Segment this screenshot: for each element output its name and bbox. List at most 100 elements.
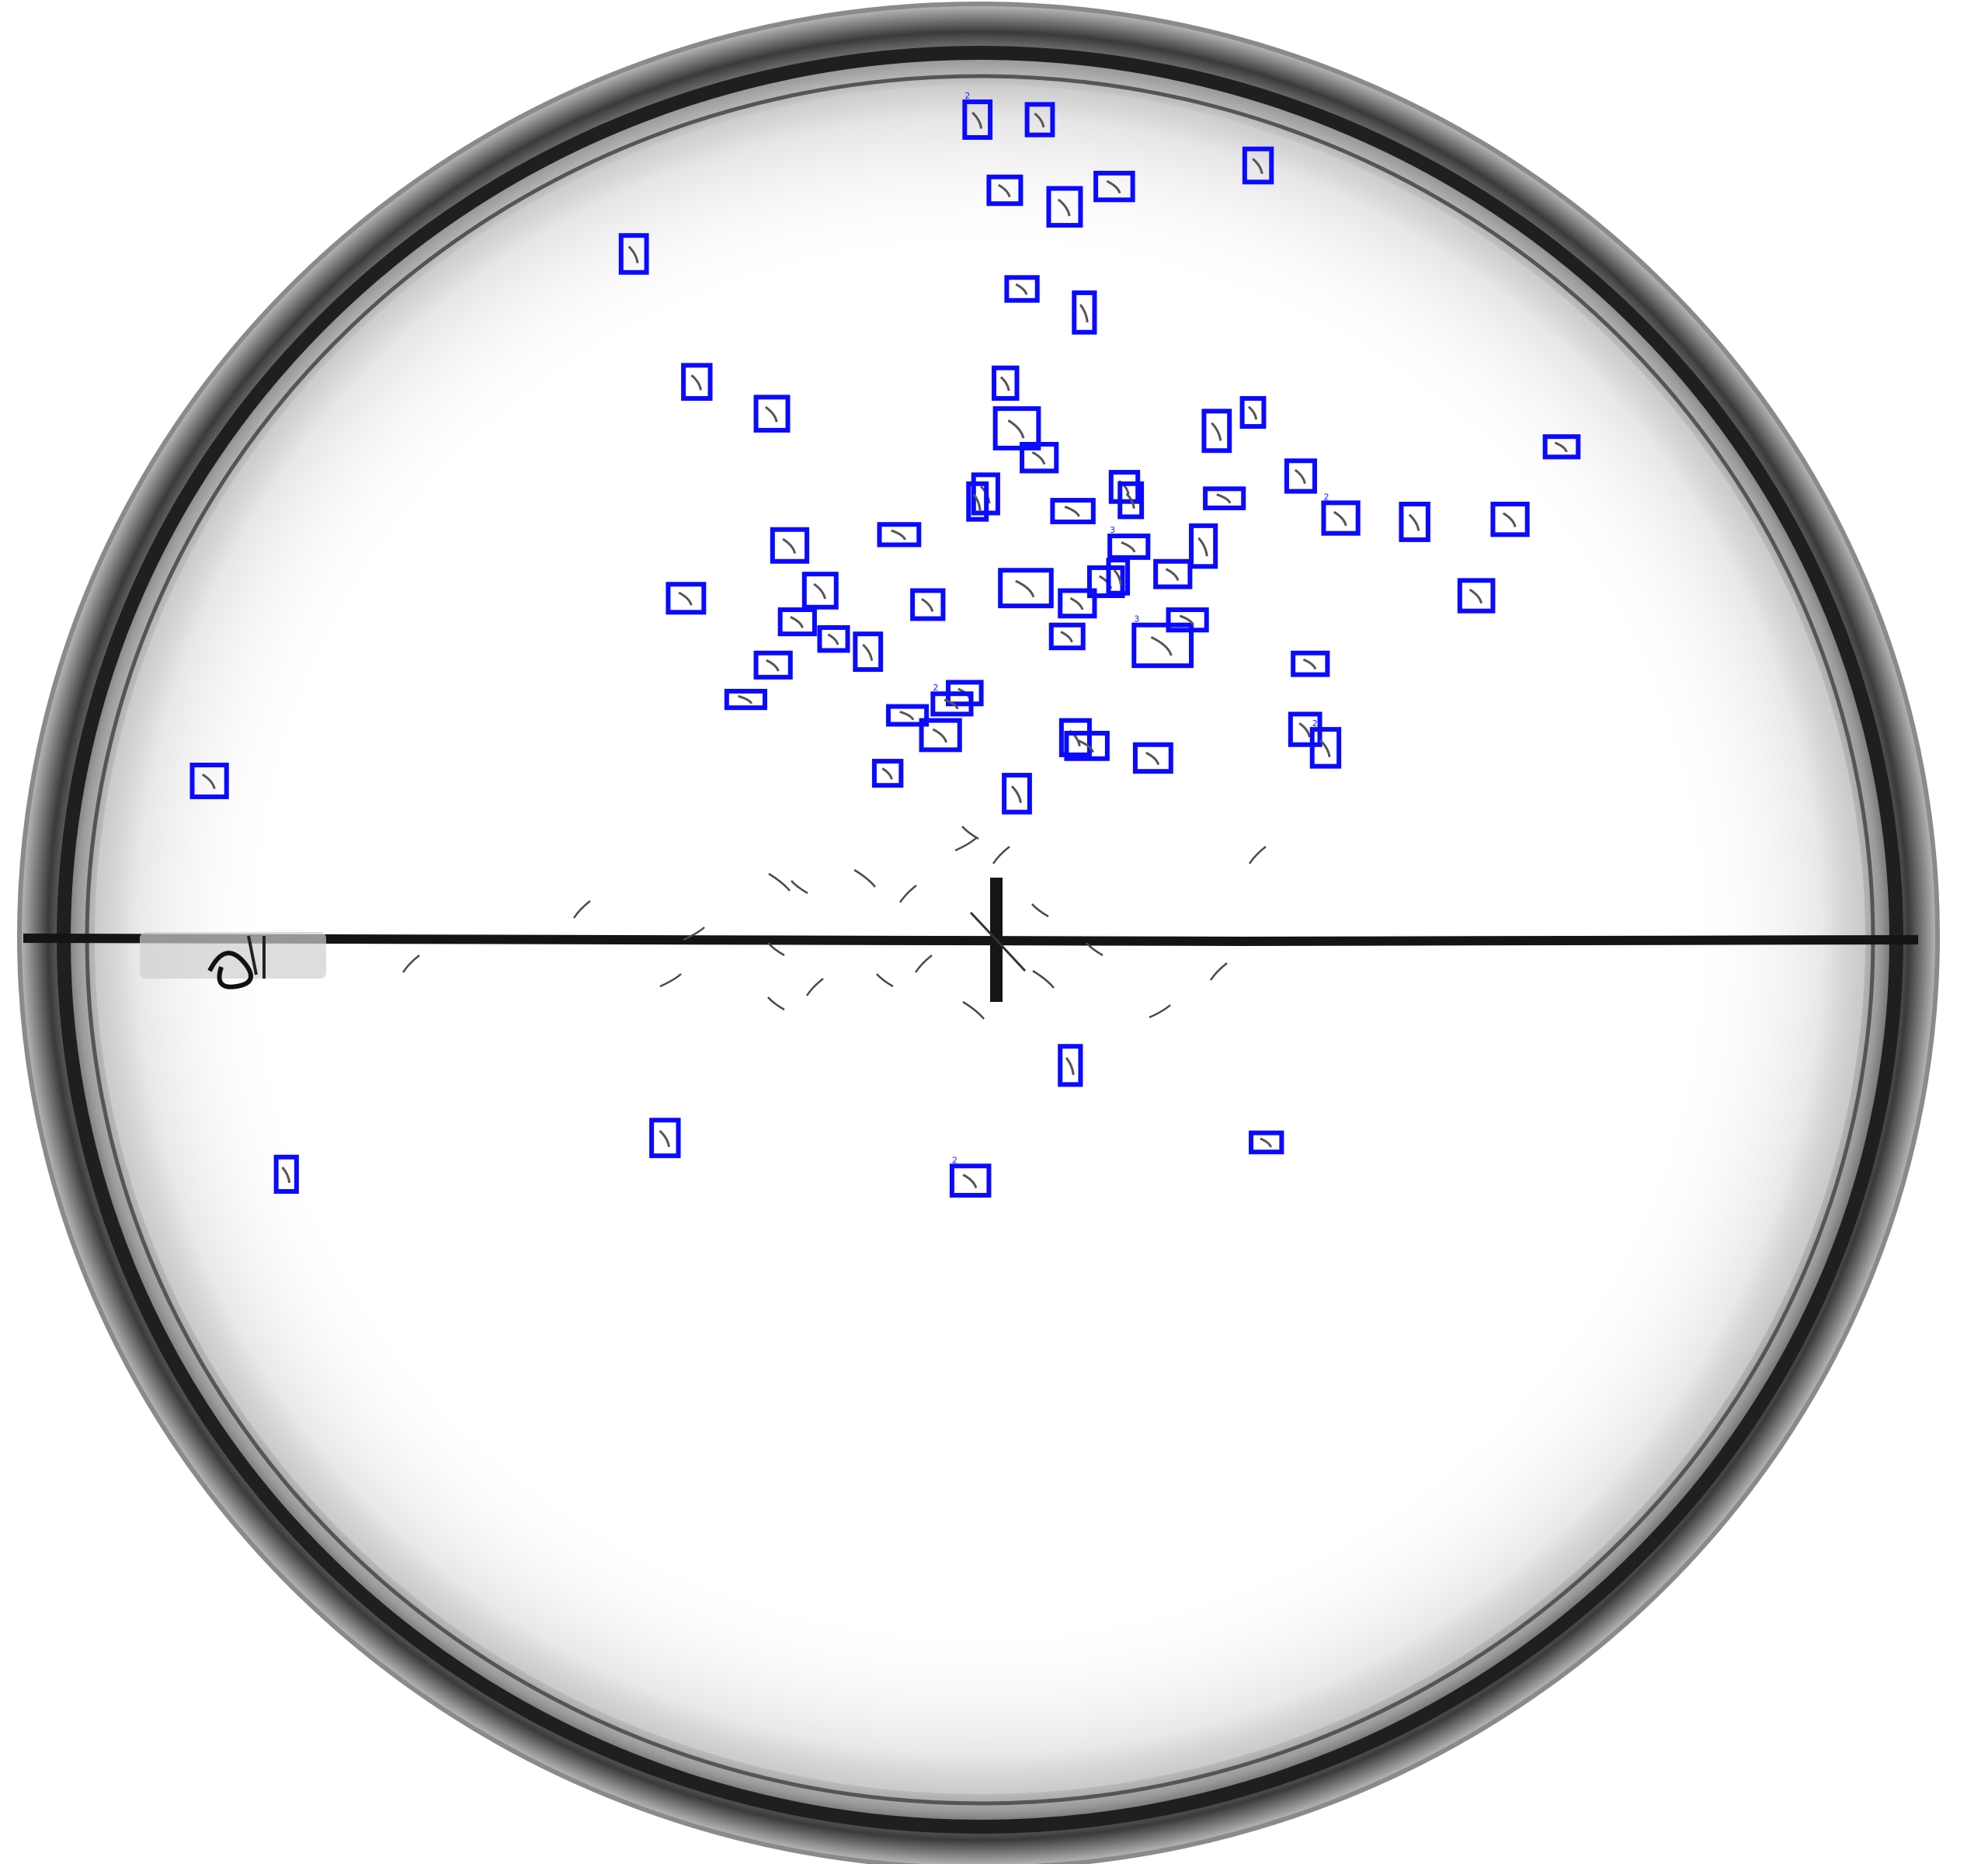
worm: [1502, 512, 1517, 527]
worm: [1150, 636, 1173, 656]
detection-box: [1399, 502, 1430, 542]
worm: [1209, 962, 1228, 981]
detection-box: [1132, 742, 1173, 774]
worm: [1034, 113, 1045, 128]
detection-box: [1203, 486, 1246, 510]
detection-box-outline: [753, 650, 793, 680]
worm: [1298, 722, 1311, 738]
detection-box: [986, 174, 1024, 207]
worm: [1468, 588, 1483, 604]
detection-count-label: 2: [964, 91, 970, 101]
detection-count-label: 3: [1134, 614, 1139, 624]
worm: [954, 837, 977, 852]
detection-box-outline: [1046, 186, 1083, 228]
detection-box-outline: [962, 99, 993, 141]
detection-box: [817, 624, 850, 653]
detection-box-outline: [1189, 523, 1218, 569]
detection-box-outline: [1058, 718, 1092, 757]
detection-box: [1542, 434, 1581, 460]
detection-box-outline: [966, 481, 989, 522]
detection-box: [1153, 558, 1193, 589]
worm: [572, 900, 591, 919]
detection-box-outline: [1132, 742, 1173, 774]
worm: [1197, 537, 1208, 557]
worm: [1216, 493, 1232, 504]
detection-box-outline: [1457, 578, 1496, 614]
detection-box: [1189, 523, 1218, 569]
detection-box: [1239, 395, 1267, 429]
worm: [1031, 903, 1049, 918]
worm: [1125, 492, 1135, 509]
detection-box-outline: [1153, 558, 1193, 589]
detection-box-outline: [1203, 486, 1246, 510]
detection-box-outline: [1058, 1044, 1083, 1087]
worm: [1010, 785, 1022, 803]
detection-box-outline: [877, 522, 922, 548]
detection-box: 3: [1107, 525, 1151, 560]
detection-box: [618, 233, 649, 275]
worm: [1007, 419, 1025, 439]
detection-box-outline: [992, 406, 1041, 450]
worm: [1165, 568, 1180, 581]
worm: [891, 529, 906, 541]
detection-box-outline: [1004, 275, 1040, 303]
worm: [1086, 942, 1103, 957]
worm: [1121, 541, 1136, 553]
detection-box-outline: [930, 691, 974, 717]
detection-box-outline: [1048, 622, 1086, 651]
detection-box: [801, 572, 839, 610]
worm: [791, 880, 808, 895]
dish-outer-edge: [17, 2, 1940, 1864]
worm: [766, 659, 780, 672]
detection-box: [681, 363, 713, 401]
worm: [1252, 158, 1263, 175]
detection-box: [1020, 441, 1059, 474]
worm: [768, 872, 791, 892]
detection-box-outline: [777, 607, 817, 637]
detection-box-outline: [724, 688, 767, 711]
worm: [683, 927, 705, 941]
detection-box-outline: [853, 631, 884, 673]
worm: [1078, 739, 1094, 753]
detection-box: [1249, 1130, 1284, 1155]
worm: [1106, 179, 1121, 194]
detection-box-outline: [992, 365, 1020, 401]
worm: [805, 978, 824, 996]
worm: [790, 616, 804, 628]
detection-box-outline: [998, 568, 1054, 609]
detection-box: [1093, 170, 1135, 203]
worm: [1031, 450, 1046, 465]
detection-box-outline: [1107, 533, 1151, 560]
detection-box: [724, 688, 767, 711]
detection-box-outline: [1249, 1130, 1284, 1155]
detection-box: [871, 759, 904, 788]
detection-box-outline: [919, 718, 962, 753]
detection-box-outline: [1058, 588, 1097, 619]
worm: [767, 942, 785, 957]
detection-box: [273, 1154, 299, 1195]
detection-box: [770, 527, 810, 564]
worm: [659, 973, 682, 988]
worm: [1065, 1057, 1075, 1076]
detection-box-outline: [1086, 565, 1125, 599]
worm: [1260, 1137, 1273, 1148]
detection-box-outline: [1002, 773, 1032, 815]
worm: [899, 711, 915, 721]
worm: [944, 698, 959, 710]
worm: [690, 374, 702, 391]
detection-box: [992, 406, 1041, 450]
worm: [401, 955, 420, 973]
detection-box-outline: [1024, 102, 1055, 137]
detection-box: 2: [1321, 492, 1361, 536]
worm: [813, 582, 826, 600]
detection-box: [910, 588, 946, 621]
detection-count-label: 3: [1110, 525, 1115, 535]
detection-box: [853, 631, 884, 673]
worm: [1149, 1004, 1171, 1019]
detection-box: [1291, 650, 1330, 677]
worm: [881, 767, 893, 780]
detection-box-outline: [1064, 731, 1110, 761]
detection-box: [1106, 558, 1131, 596]
detection-box-outline: [1108, 470, 1141, 504]
worm: [1319, 739, 1331, 758]
